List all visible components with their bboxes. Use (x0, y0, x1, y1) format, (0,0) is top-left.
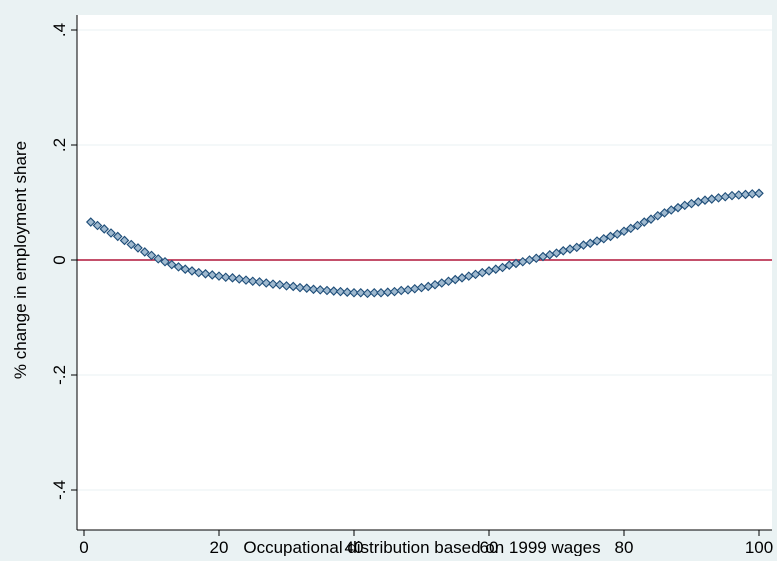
data-point (673, 202, 683, 213)
y-tick-label: -.4 (50, 480, 69, 500)
data-point (173, 262, 184, 272)
data-point (193, 267, 204, 278)
data-point (308, 284, 319, 295)
data-point (187, 266, 197, 276)
data-point (133, 243, 143, 253)
data-point (646, 214, 656, 224)
data-point (396, 285, 407, 296)
x-tick-label: 60 (480, 538, 499, 556)
data-point (598, 233, 609, 244)
data-point (585, 238, 596, 249)
x-axis-label: Occupational distribution based on 1999 … (243, 538, 600, 556)
data-point (605, 231, 616, 242)
data-point (497, 262, 508, 273)
data-point (659, 208, 670, 218)
data-point (92, 220, 103, 231)
data-point (639, 217, 650, 227)
data-point (180, 264, 191, 274)
data-point (274, 279, 285, 290)
data-point (632, 220, 643, 231)
data-point (160, 256, 170, 267)
x-tick-label: 40 (345, 538, 364, 556)
x-tick-label: 80 (615, 538, 634, 556)
y-axis-label: % change in employment share (11, 141, 30, 379)
data-point (301, 283, 312, 293)
data-point (612, 229, 623, 239)
data-point (740, 189, 751, 200)
data-point (666, 205, 677, 215)
x-tick-label: 100 (745, 538, 773, 556)
data-point (551, 248, 562, 258)
data-point (254, 277, 265, 287)
data-point (349, 287, 359, 298)
axes: -.4 -.2 0 .2 .4 0 20 40 60 80 100 (50, 15, 773, 557)
data-point (214, 271, 224, 281)
data-point (362, 288, 373, 299)
data-point (288, 281, 299, 292)
data-point (376, 287, 386, 298)
data-point (754, 188, 764, 199)
data-point (119, 235, 130, 246)
data-point (328, 286, 339, 296)
data-point (200, 269, 211, 279)
data-point (112, 231, 123, 242)
data-point (592, 236, 602, 246)
data-point (234, 274, 245, 284)
data-point (295, 282, 305, 293)
data-point (619, 226, 629, 237)
data-points (85, 188, 764, 299)
data-point (99, 224, 110, 234)
data-point (382, 287, 393, 297)
data-point (268, 279, 278, 289)
data-point (625, 223, 636, 234)
data-point (747, 189, 758, 199)
data-point (571, 242, 582, 253)
data-point (355, 287, 366, 298)
data-point (342, 287, 353, 297)
data-point (652, 210, 663, 221)
data-point (247, 276, 258, 287)
y-tick-label: -.2 (50, 365, 69, 385)
data-point (139, 247, 150, 257)
data-point (369, 287, 380, 298)
y-tick-label: 0 (50, 255, 69, 264)
data-point (261, 278, 272, 288)
data-point (335, 286, 346, 297)
data-point (322, 285, 332, 296)
data-point (207, 270, 218, 280)
x-tick-label: 20 (210, 538, 229, 556)
data-point (241, 275, 251, 285)
data-point (106, 228, 116, 238)
data-point (153, 254, 164, 264)
y-tick-label: .2 (50, 138, 69, 152)
y-tick-label: .4 (50, 23, 69, 37)
data-point (281, 281, 292, 291)
data-point (733, 190, 744, 200)
data-point (220, 272, 231, 283)
plot-background (77, 15, 772, 530)
data-point (85, 217, 96, 227)
gridlines (77, 29, 772, 491)
data-point (146, 250, 157, 261)
x-tick-label: 0 (79, 538, 88, 556)
data-point (126, 239, 137, 250)
data-point (227, 273, 238, 283)
data-point (166, 259, 177, 270)
data-point (315, 285, 326, 295)
data-point (727, 190, 737, 201)
